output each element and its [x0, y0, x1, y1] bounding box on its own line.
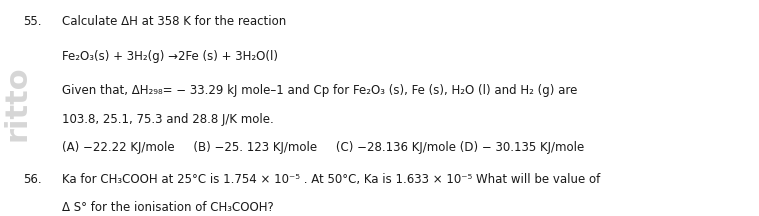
Text: Given that, ΔH₂₉₈= − 33.29 kJ mole–1 and Cp for Fe₂O₃ (s), Fe (s), H₂O (l) and H: Given that, ΔH₂₉₈= − 33.29 kJ mole–1 and… — [62, 84, 578, 97]
Text: 103.8, 25.1, 75.3 and 28.8 J/K mole.: 103.8, 25.1, 75.3 and 28.8 J/K mole. — [62, 113, 274, 126]
Text: Ka for CH₃COOH at 25°C is 1.754 × 10⁻⁵ . At 50°C, Ka is 1.633 × 10⁻⁵ What will b: Ka for CH₃COOH at 25°C is 1.754 × 10⁻⁵ .… — [62, 173, 600, 186]
Text: Calculate ΔH at 358 K for the reaction: Calculate ΔH at 358 K for the reaction — [62, 15, 286, 28]
Text: Δ S° for the ionisation of CH₃COOH?: Δ S° for the ionisation of CH₃COOH? — [62, 201, 274, 214]
Text: (A) −22.22 KJ/mole     (B) −25. 123 KJ/mole     (C) −28.136 KJ/mole (D) − 30.135: (A) −22.22 KJ/mole (B) −25. 123 KJ/mole … — [62, 141, 584, 154]
Text: Fe₂O₃(s) + 3H₂(g) →2Fe (s) + 3H₂O(l): Fe₂O₃(s) + 3H₂(g) →2Fe (s) + 3H₂O(l) — [62, 50, 279, 63]
Text: 56.: 56. — [23, 173, 42, 186]
Text: ritto: ritto — [2, 66, 31, 141]
Text: 55.: 55. — [23, 15, 41, 28]
